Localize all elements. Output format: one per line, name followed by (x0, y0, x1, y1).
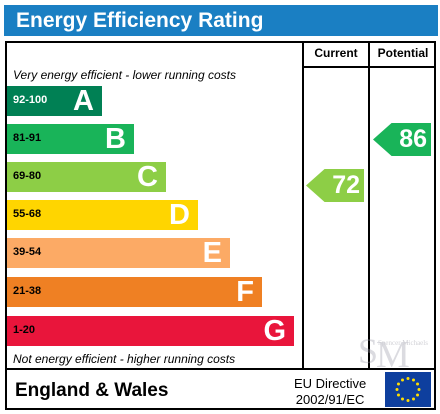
band-e: 39-54 E (7, 238, 230, 268)
band-a: 92-100 A (7, 86, 102, 116)
band-letter: B (105, 123, 126, 155)
title-bar: Energy Efficiency Rating (4, 5, 438, 36)
eu-star-icon (401, 397, 404, 401)
svg-text:M: M (376, 334, 410, 371)
band-range: 21-38 (13, 285, 42, 297)
watermark-text: Spencer Michaels (378, 339, 428, 347)
current-rating-value: 72 (332, 171, 360, 199)
page-title: Energy Efficiency Rating (16, 9, 264, 32)
watermark-logo: S M Spencer Michaels (358, 331, 428, 371)
band-letter: C (137, 161, 158, 193)
band-f: 21-38 F (7, 277, 262, 307)
footer-country: England & Wales (15, 380, 169, 401)
note-efficient: Very energy efficient - lower running co… (13, 68, 236, 82)
column-current: Current (314, 46, 358, 60)
eu-star-icon (406, 377, 410, 380)
divider-current (302, 41, 304, 369)
eu-flag-icon (385, 372, 431, 407)
band-d: 55-68 D (7, 200, 198, 230)
band-letter: G (263, 315, 286, 347)
potential-rating-value: 86 (399, 125, 427, 153)
eu-star-icon (412, 378, 415, 382)
rating-table (5, 41, 436, 410)
band-c: 69-80 C (7, 162, 166, 192)
eu-star-icon (401, 378, 404, 382)
eu-star-icon (395, 388, 399, 391)
eu-star-icon (406, 399, 410, 402)
header-divider (302, 66, 436, 68)
eu-star-icon (416, 393, 420, 397)
footer-directive: EU Directive 2002/91/EC (294, 376, 366, 408)
band-range: 69-80 (13, 170, 42, 182)
band-range: 81-91 (13, 132, 42, 144)
band-letter: A (73, 85, 94, 117)
eu-star-icon (412, 397, 415, 401)
band-letter: F (236, 276, 254, 308)
band-range: 55-68 (13, 208, 42, 220)
divider-potential (368, 41, 370, 369)
directive-line1: EU Directive (294, 376, 367, 391)
band-b: 81-91 B (7, 124, 134, 154)
eu-star-icon (396, 393, 400, 397)
band-range: 1-20 (13, 324, 36, 336)
eu-star-icon (396, 382, 400, 386)
band-letter: D (169, 199, 190, 231)
band-letter: E (202, 237, 222, 269)
eu-star-icon (416, 382, 420, 386)
band-range: 92-100 (13, 94, 48, 106)
note-inefficient: Not energy efficient - higher running co… (13, 352, 236, 366)
band-g: 1-20 G (7, 316, 294, 346)
eu-star-icon (417, 388, 421, 391)
svg-text:S: S (358, 331, 378, 371)
directive-line2: 2002/91/EC (295, 392, 365, 407)
footer-divider (5, 368, 436, 370)
band-range: 39-54 (13, 246, 42, 258)
column-potential: Potential (377, 46, 429, 60)
